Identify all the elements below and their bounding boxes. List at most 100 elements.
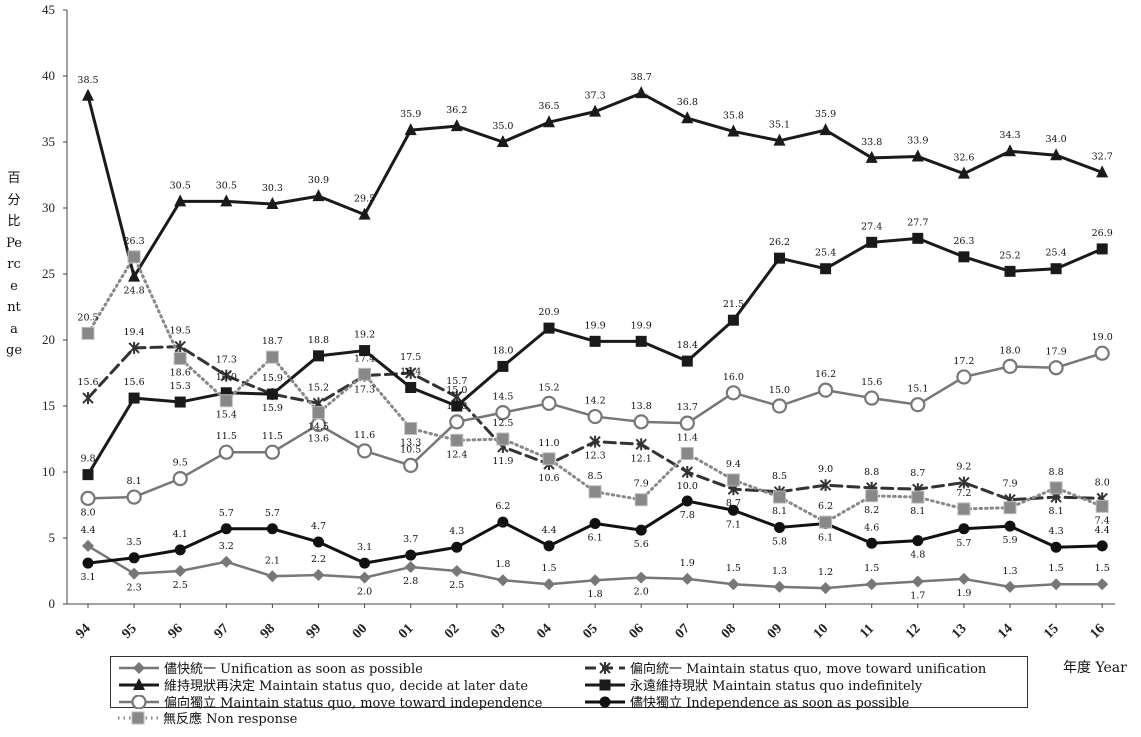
point-sq_decide	[1004, 144, 1016, 157]
data-label-non_resp: 8.1	[772, 506, 787, 517]
y-tick-label: 40	[42, 68, 55, 83]
legend-item-non-response: 無反應 Non response	[116, 709, 298, 727]
point-sq_indef	[405, 382, 417, 394]
data-label-sq_indep: 18.0	[999, 345, 1020, 356]
point-sq_indef	[958, 251, 970, 263]
data-label-sq_indep: 15.2	[538, 382, 559, 393]
y-tick-label: 35	[42, 134, 55, 149]
legend-item-sq-indep: 偏向獨立 Maintain status quo, move toward in…	[117, 693, 542, 711]
point-non_resp	[1095, 499, 1109, 513]
point-unify_asap	[911, 575, 924, 588]
data-label-sq_indef: 25.4	[815, 248, 836, 259]
data-label-indep_asap: 7.8	[680, 510, 695, 521]
data-label-unify_asap: 1.9	[956, 588, 971, 599]
x-tick-label: 03	[488, 621, 509, 642]
point-sq_unify	[404, 367, 417, 379]
data-label-sq_indef: 21.5	[723, 299, 744, 310]
legend-label-non-response: 無反應 Non response	[163, 712, 298, 727]
data-label-non_resp: 11.4	[677, 433, 698, 444]
point-sq_decide	[128, 269, 141, 282]
data-label-sq_decide: 32.6	[953, 153, 974, 164]
point-sq_indep	[264, 444, 280, 460]
point-indep_asap	[589, 517, 601, 529]
point-sq_decide	[957, 166, 970, 179]
data-label-non_resp: 8.2	[864, 505, 879, 516]
point-indep_asap	[497, 516, 509, 528]
data-label-sq_decide: 38.7	[631, 72, 652, 83]
point-sq_unify	[174, 340, 186, 353]
data-label-sq_unify: 15.9	[262, 373, 283, 384]
data-label-sq_unify: 7.9	[1002, 479, 1017, 490]
point-unify_asap	[266, 570, 279, 583]
point-indep_asap	[912, 535, 924, 547]
data-label-non_resp: 18.7	[262, 336, 283, 347]
x-tick-label: 05	[580, 621, 601, 642]
data-label-sq_decide: 24.8	[124, 286, 145, 297]
data-label-sq_unify: 19.5	[170, 326, 191, 337]
point-non_resp	[219, 394, 233, 408]
point-non_resp	[358, 367, 372, 381]
data-label-sq_indep: 10.5	[400, 444, 421, 455]
data-label-non_resp: 12.4	[446, 449, 467, 460]
data-label-sq_unify: 15.7	[446, 376, 467, 387]
data-label-sq_decide: 33.9	[907, 136, 928, 147]
data-label-sq_indef: 18.0	[492, 345, 513, 356]
legend-swatch-marker	[131, 694, 147, 709]
point-unify_asap	[404, 561, 417, 574]
point-sq_indep	[1002, 358, 1018, 374]
x-axis-label: 年度 Year	[1063, 660, 1127, 676]
data-label-indep_asap: 5.8	[772, 536, 787, 547]
data-label-sq_indef: 15.9	[262, 403, 283, 414]
point-sq_decide	[220, 194, 233, 207]
data-label-unify_asap: 1.3	[1002, 566, 1017, 577]
point-sq_indep	[126, 489, 142, 505]
point-sq_indef	[589, 335, 601, 347]
data-label-sq_unify: 19.4	[124, 327, 145, 338]
legend-swatch-marker	[599, 661, 611, 674]
point-sq_indep	[357, 443, 373, 459]
data-label-sq_decide: 35.0	[492, 121, 513, 132]
legend-swatch-sq-decide	[119, 677, 159, 690]
point-sq_unify	[82, 392, 94, 405]
data-label-unify_asap: 2.1	[265, 555, 280, 566]
point-sq_indef	[635, 335, 647, 347]
data-label-unify_asap: 1.2	[818, 567, 833, 578]
point-indep_asap	[635, 524, 647, 536]
point-non_resp	[127, 250, 141, 264]
data-label-sq_indep: 11.6	[354, 430, 375, 441]
data-label-indep_asap: 3.7	[403, 534, 418, 545]
point-sq_decide	[82, 88, 94, 101]
legend-item-sq-decide: 維持現狀再決定 Maintain status quo, decide at l…	[117, 676, 528, 694]
point-non_resp	[911, 490, 925, 504]
data-label-non_resp: 18.6	[170, 367, 191, 378]
point-sq_decide	[911, 149, 924, 162]
data-label-non_resp: 13.3	[400, 437, 421, 448]
data-label-sq_decide: 34.3	[999, 130, 1020, 141]
point-indep_asap	[958, 523, 970, 535]
point-unify_asap	[681, 572, 694, 585]
data-label-sq_indep: 11.5	[262, 431, 283, 442]
data-label-sq_indef: 26.2	[769, 237, 790, 248]
point-sq_indep	[172, 471, 188, 487]
data-label-non_resp: 15.4	[216, 410, 237, 421]
data-label-sq_unify: 10.6	[538, 473, 559, 484]
point-sq_indef	[313, 350, 324, 362]
point-indep_asap	[128, 552, 140, 564]
point-non_resp	[265, 350, 279, 364]
data-label-indep_asap: 6.1	[818, 532, 833, 543]
data-label-sq_decide: 36.2	[446, 105, 467, 116]
point-unify_asap	[496, 574, 509, 587]
data-label-non_resp: 12.5	[492, 418, 513, 429]
point-sq_decide	[819, 123, 832, 136]
point-sq_indef	[1050, 263, 1062, 275]
data-label-sq_indef: 18.8	[308, 335, 329, 346]
point-sq_indef	[543, 322, 555, 334]
x-tick-label: 10	[811, 621, 832, 642]
legend-item-sq-indef: 永遠維持現狀 Maintain status quo indefinitely	[583, 676, 922, 694]
data-label-sq_indep: 15.6	[861, 377, 882, 388]
y-tick-label: 0	[49, 596, 56, 611]
point-sq_indep	[633, 414, 649, 430]
series-line-sq_decide	[86, 91, 1103, 279]
